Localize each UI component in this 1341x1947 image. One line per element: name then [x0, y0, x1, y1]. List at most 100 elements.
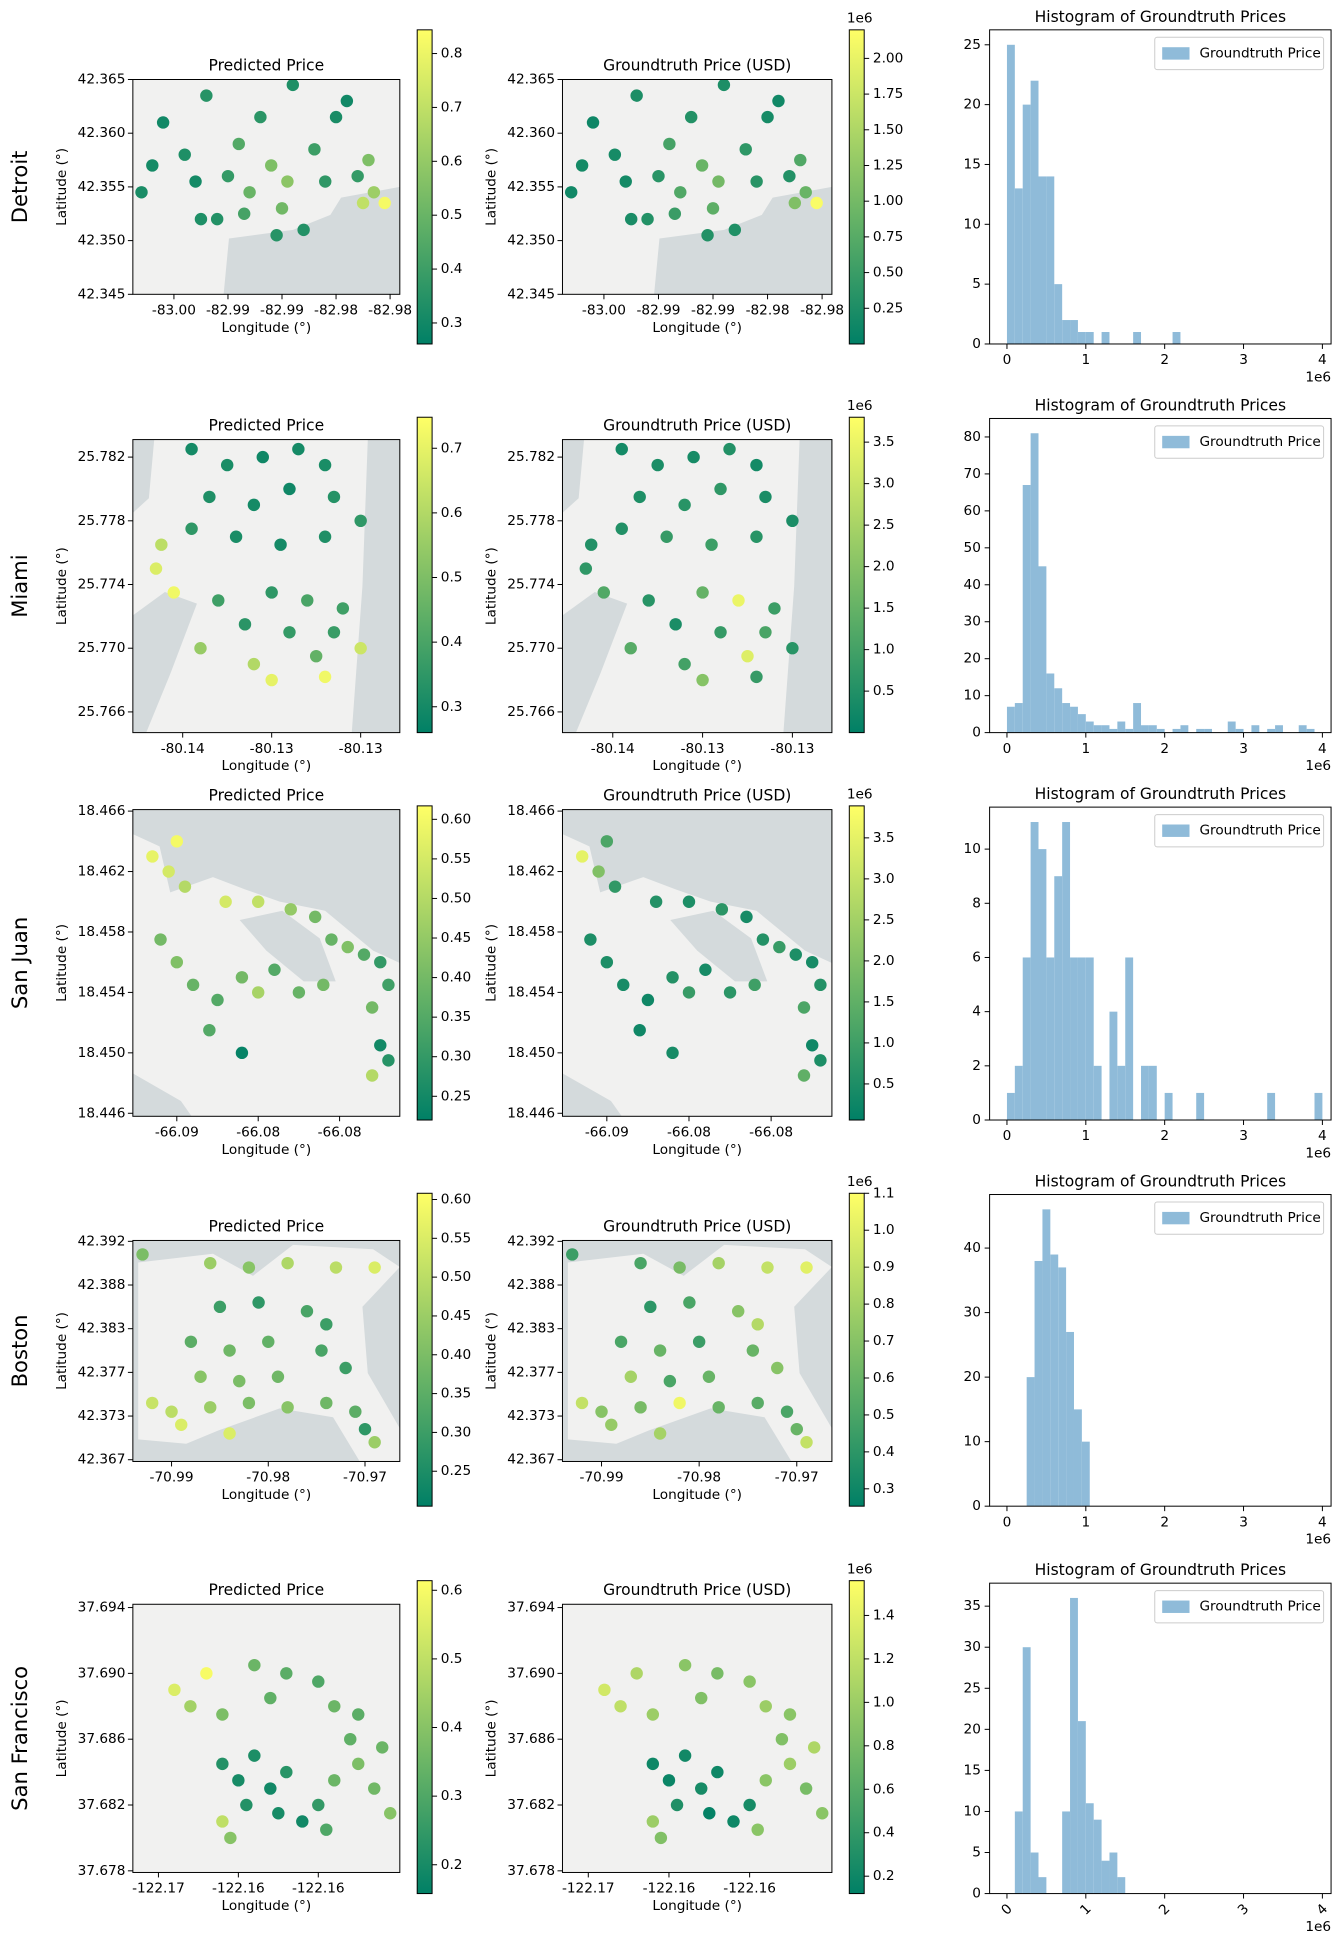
- data-point: [320, 1318, 333, 1331]
- data-point: [223, 1427, 236, 1440]
- axes-frame: [989, 1582, 1332, 1895]
- map-area: [132, 809, 400, 963]
- colorbar-tick-label: 0.5: [873, 683, 895, 699]
- y-tick-label: 37.690: [78, 1665, 126, 1681]
- data-point: [270, 229, 283, 242]
- data-point: [178, 880, 192, 893]
- colorbar-tick-label: 0.60: [441, 1191, 471, 1207]
- colorbar: [416, 1192, 433, 1507]
- histogram-bar: [1085, 332, 1094, 344]
- x-axis-label: Longitude (°): [652, 1898, 742, 1914]
- legend-box: [1154, 425, 1325, 459]
- data-point: [751, 1823, 764, 1836]
- panel-title: Groundtruth Price (USD): [603, 56, 791, 74]
- data-point: [284, 903, 297, 916]
- histogram-bar: [1058, 1267, 1067, 1507]
- data-point: [376, 1741, 389, 1754]
- colorbar-tick-label: 0.25: [441, 1463, 471, 1479]
- histogram-bar: [1062, 320, 1071, 344]
- legend-label: Groundtruth Price: [1199, 45, 1320, 61]
- data-point: [254, 110, 267, 124]
- data-point: [653, 1344, 667, 1357]
- legend-label: Groundtruth Price: [1199, 1599, 1320, 1615]
- colorbar-tick-label: 0.4: [441, 261, 463, 277]
- chart-title: Histogram of Groundtruth Prices: [1035, 8, 1286, 26]
- y-tick-label: 30: [964, 1639, 981, 1655]
- data-point: [786, 514, 799, 528]
- data-point: [750, 458, 763, 472]
- data-point: [344, 1732, 357, 1746]
- data-point: [146, 850, 159, 863]
- data-point: [223, 1344, 236, 1357]
- histogram-bar: [1006, 706, 1015, 733]
- histogram-bar: [1022, 1647, 1031, 1894]
- data-point: [365, 1069, 379, 1082]
- map-plot: [132, 79, 400, 295]
- data-point: [301, 594, 314, 607]
- data-point: [696, 586, 709, 599]
- data-point: [252, 1296, 265, 1309]
- x-tick-label: 4: [1314, 1901, 1331, 1918]
- data-point: [649, 895, 663, 908]
- histogram-bar: [1085, 957, 1094, 1121]
- histogram-bar: [1014, 1065, 1023, 1121]
- x-tick-label: -70.99: [150, 1470, 194, 1486]
- data-point: [771, 1361, 784, 1375]
- data-point: [712, 175, 725, 188]
- data-point: [262, 1335, 275, 1349]
- y-tick-label: 0: [972, 725, 981, 741]
- y-tick-label: 2: [972, 1058, 981, 1074]
- data-point: [662, 1774, 676, 1787]
- data-point: [673, 1396, 686, 1410]
- y-tick-label: 25.778: [78, 513, 126, 529]
- colorbar-tick-label: 0.6: [441, 505, 463, 521]
- colorbar-tick-label: 0.55: [441, 1230, 471, 1246]
- colorbar-tick-label: 3.0: [873, 476, 895, 492]
- y-tick-label: 25.770: [507, 640, 555, 656]
- colorbar-tick-label: 0.4: [873, 1444, 895, 1460]
- colorbar-tick-label: 1.5: [873, 600, 895, 616]
- y-tick-label: 18.466: [507, 803, 555, 819]
- x-tick-label: 4: [1318, 1128, 1327, 1144]
- data-point: [296, 1815, 309, 1828]
- x-tick-label: 2: [1160, 1514, 1169, 1530]
- histogram-bar: [1034, 1260, 1043, 1507]
- data-point: [233, 1374, 246, 1388]
- data-point: [185, 522, 198, 535]
- legend-swatch: [1162, 1211, 1190, 1225]
- colorbar-tick-label: 0.40: [441, 970, 471, 986]
- data-point: [728, 223, 742, 237]
- data-point: [229, 530, 243, 543]
- histogram-bar: [1062, 822, 1071, 1121]
- y-tick-label: 25.782: [507, 449, 555, 465]
- data-point: [711, 1765, 724, 1779]
- histogram-bar: [1070, 1597, 1078, 1894]
- data-point: [712, 1256, 725, 1270]
- legend-label: Groundtruth Price: [1199, 1210, 1320, 1226]
- histogram-bar: [1156, 728, 1165, 733]
- data-point: [325, 933, 338, 946]
- data-point: [224, 1831, 237, 1845]
- data-point: [682, 986, 696, 999]
- colorbar-tick-label: 3.5: [873, 830, 895, 846]
- x-tick-label: 3: [1239, 1514, 1248, 1530]
- legend-swatch: [1162, 1600, 1190, 1613]
- data-point: [341, 940, 354, 954]
- map-area: [783, 439, 832, 733]
- y-axis-label: Latitude (°): [484, 924, 500, 1002]
- histogram-bar: [1101, 725, 1110, 733]
- data-point: [666, 971, 679, 984]
- x-tick-label: -70.99: [580, 1470, 624, 1486]
- x-tick-label: -66.08: [749, 1124, 793, 1140]
- data-point: [630, 1667, 643, 1680]
- histogram-bar: [1014, 1811, 1023, 1894]
- data-point: [292, 442, 305, 456]
- data-point: [584, 933, 597, 946]
- data-point: [743, 1798, 756, 1812]
- map-area: [562, 1073, 622, 1117]
- data-point: [682, 895, 696, 908]
- data-point: [194, 212, 208, 226]
- histogram-bar: [1022, 484, 1031, 733]
- x-tick-label: -82.98: [800, 302, 844, 318]
- histogram-bar: [1148, 725, 1157, 733]
